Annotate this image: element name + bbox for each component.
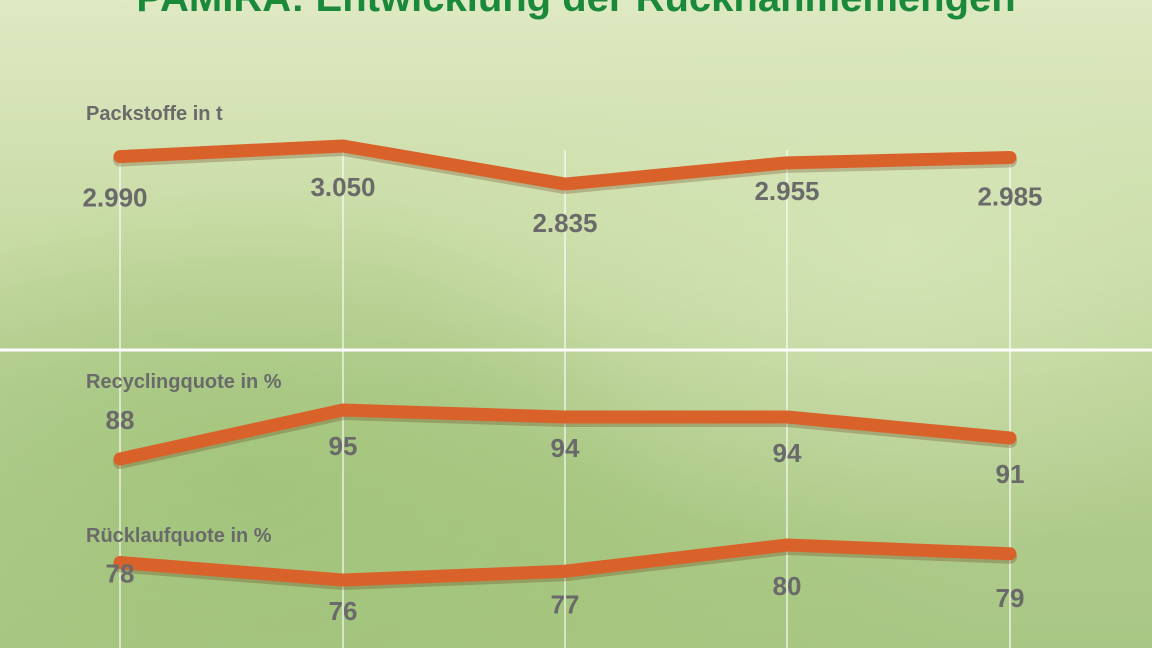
data-label: 94: [773, 438, 802, 468]
panel-title: Recyclingquote in %: [86, 371, 282, 393]
data-point: [1009, 437, 1011, 439]
data-point: [119, 458, 121, 460]
data-point: [1009, 156, 1011, 159]
data-point: [564, 416, 566, 418]
chart-title: PAMIRA: Entwicklung der Rücknahmemengen: [0, 0, 1152, 21]
data-point: [342, 579, 344, 581]
data-point: [564, 570, 566, 573]
data-point: [786, 416, 788, 418]
data-label: 91: [996, 459, 1025, 489]
data-label: 2.990: [82, 183, 147, 213]
data-label: 94: [551, 433, 580, 463]
data-point: [786, 161, 788, 164]
panel-title: Rücklaufquote in %: [86, 525, 272, 547]
data-point: [342, 409, 344, 411]
data-label: 2.985: [977, 182, 1042, 212]
data-point: [564, 183, 566, 186]
data-label: 77: [551, 589, 580, 619]
data-label: 76: [329, 596, 358, 626]
data-point: [342, 145, 344, 147]
data-label: 78: [106, 559, 135, 589]
data-point: [119, 155, 121, 158]
data-label: 88: [106, 405, 135, 435]
data-label: 2.955: [754, 176, 819, 206]
data-label: 95: [329, 431, 358, 461]
data-label: 3.050: [310, 172, 375, 202]
data-label: 79: [996, 583, 1025, 613]
data-point: [1009, 552, 1011, 555]
data-point: [786, 544, 788, 546]
data-point: [119, 561, 121, 564]
data-label: 2.835: [532, 208, 597, 238]
panel-title: Packstoffe in t: [86, 103, 223, 125]
data-label: 80: [773, 571, 802, 601]
